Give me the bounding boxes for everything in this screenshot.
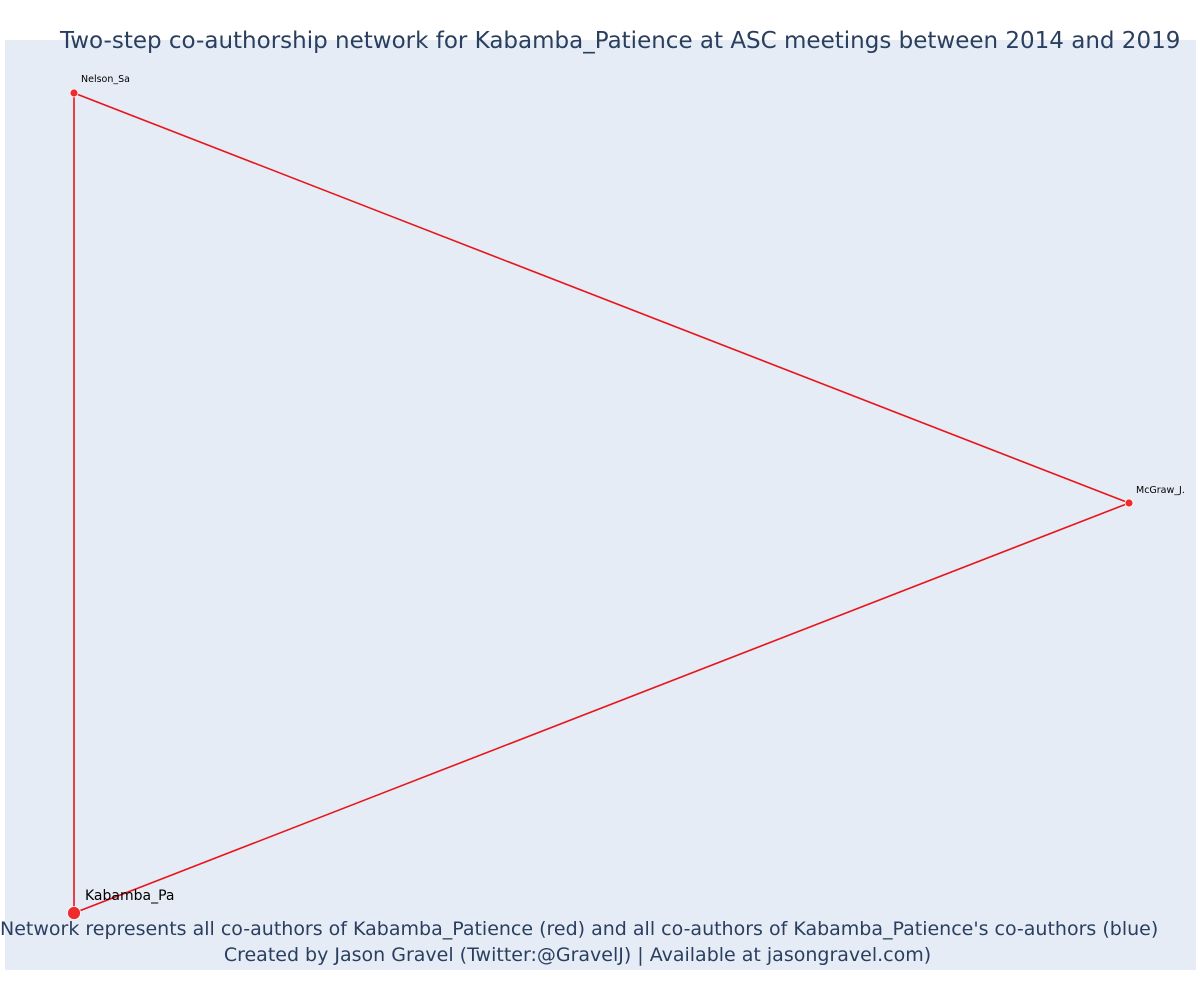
chart-title: Two-step co-authorship network for Kabam…: [60, 28, 1180, 54]
node-label-mcgraw: McGraw_J.: [1136, 485, 1185, 496]
edge-kabamba-mcgraw: [74, 503, 1129, 913]
caption-credits: Created by Jason Gravel (Twitter:@Gravel…: [0, 944, 1155, 966]
node-nelson[interactable]: [70, 89, 78, 97]
caption-network-description: Network represents all co-authors of Kab…: [0, 918, 1155, 940]
edge-nelson-mcgraw: [74, 93, 1129, 503]
node-label-kabamba: Kabamba_Pa: [85, 888, 174, 904]
node-label-nelson: Nelson_Sa: [81, 74, 130, 85]
node-mcgraw[interactable]: [1125, 499, 1133, 507]
